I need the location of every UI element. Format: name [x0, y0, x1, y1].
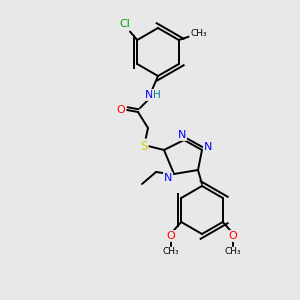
Text: N: N [145, 90, 153, 100]
Text: Cl: Cl [120, 19, 131, 29]
Text: H: H [153, 90, 161, 100]
Text: S: S [140, 140, 148, 152]
Text: CH₃: CH₃ [224, 248, 241, 256]
Text: O: O [117, 105, 125, 115]
Text: N: N [204, 142, 212, 152]
Text: CH₃: CH₃ [190, 29, 207, 38]
Text: N: N [164, 173, 172, 183]
Text: O: O [167, 231, 176, 241]
Text: N: N [178, 130, 186, 140]
Text: O: O [228, 231, 237, 241]
Text: CH₃: CH₃ [163, 248, 179, 256]
